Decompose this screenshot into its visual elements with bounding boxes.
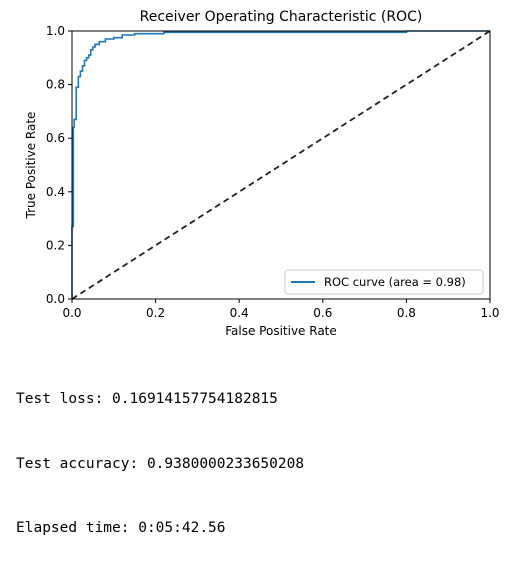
y-tick-label: 0.8 [46, 78, 65, 92]
x-tick-label: 0.4 [230, 306, 249, 320]
x-tick-label: 0.2 [146, 306, 165, 320]
x-tick-label: 0.0 [62, 306, 81, 320]
legend-box [284, 269, 484, 295]
roc-chart: Receiver Operating Characteristic (ROC) … [24, 9, 500, 338]
x-tick-label: 1.0 [480, 306, 499, 320]
test-accuracy-line: Test accuracy: 0.9380000233650208 [16, 455, 305, 472]
series-layer [71, 30, 491, 300]
x-tick-label: 0.8 [397, 306, 416, 320]
legend-label: ROC curve (area = 0.98) [324, 275, 466, 289]
chart-title: Receiver Operating Characteristic (ROC) [140, 9, 423, 25]
y-tick-label: 1.0 [46, 24, 65, 38]
y-axis-ticks: 0.0 0.2 0.4 0.6 0.8 1.0 [46, 24, 72, 306]
y-tick-label: 0.4 [46, 185, 65, 199]
console-output: Test loss: 0.16914157754182815 Test accu… [16, 346, 304, 561]
y-tick-label: 0.0 [46, 292, 65, 306]
y-axis-label: True Positive Rate [24, 112, 38, 220]
test-loss-line: Test loss: 0.16914157754182815 [16, 391, 278, 407]
x-axis-ticks: 0.0 0.2 0.4 0.6 0.8 1.0 [62, 299, 500, 320]
x-axis-label: False Positive Rate [225, 324, 337, 338]
y-tick-label: 0.2 [46, 238, 65, 252]
y-tick-label: 0.6 [46, 131, 65, 145]
legend: ROC curve (area = 0.98) [284, 269, 484, 295]
plot-frame [71, 30, 491, 300]
roc-curve-line [71, 30, 490, 299]
elapsed-time-line: Elapsed time: 0:05:42.56 [16, 520, 226, 536]
chance-diagonal-line [71, 30, 491, 300]
x-tick-label: 0.6 [313, 306, 332, 320]
